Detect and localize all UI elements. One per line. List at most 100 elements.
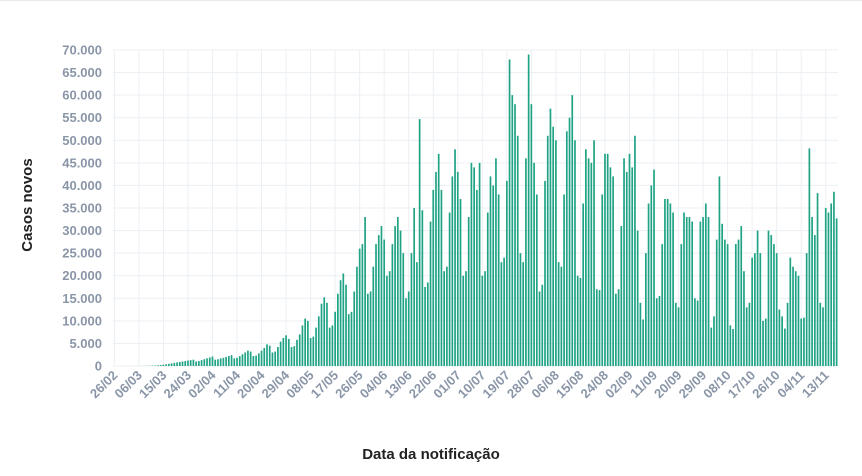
bar xyxy=(762,320,764,366)
bar xyxy=(347,314,350,366)
bar xyxy=(467,217,470,366)
bar xyxy=(287,338,290,366)
bar xyxy=(405,298,407,366)
bar xyxy=(715,239,718,366)
x-tick-label: 29/09 xyxy=(676,368,710,402)
bar xyxy=(674,302,677,366)
bar xyxy=(353,291,356,366)
bar xyxy=(631,167,634,366)
bar xyxy=(745,307,748,366)
bar xyxy=(789,257,792,366)
bar xyxy=(219,358,222,366)
bar xyxy=(694,298,696,366)
bar xyxy=(503,257,505,366)
bar xyxy=(391,244,394,366)
bar xyxy=(664,198,666,366)
bar xyxy=(655,298,658,366)
bar xyxy=(470,162,473,366)
bar xyxy=(257,353,260,366)
bar xyxy=(805,253,808,366)
y-tick-label: 30.000 xyxy=(62,223,102,238)
bar xyxy=(642,319,644,366)
bar xyxy=(331,325,334,366)
bar xyxy=(680,244,683,366)
x-tick-label: 17/05 xyxy=(308,368,342,402)
bar xyxy=(609,167,612,366)
bar xyxy=(647,203,650,366)
bar xyxy=(612,176,614,366)
bar xyxy=(729,325,732,366)
bar xyxy=(519,253,522,366)
bar xyxy=(435,171,437,366)
bar xyxy=(661,244,664,366)
bar xyxy=(454,149,456,366)
bar xyxy=(247,350,249,366)
x-tick-label: 26/02 xyxy=(87,368,121,402)
y-tick-label: 40.000 xyxy=(62,178,102,193)
x-tick-label: 26/05 xyxy=(332,368,366,402)
bar xyxy=(489,176,492,366)
bar xyxy=(522,262,525,366)
bar xyxy=(713,316,715,366)
bar xyxy=(189,360,192,366)
bar xyxy=(446,266,448,366)
bar xyxy=(244,352,247,366)
bar xyxy=(198,361,200,366)
bar xyxy=(696,300,699,366)
y-tick-label: 70.000 xyxy=(62,43,102,58)
bar xyxy=(399,230,402,366)
bar xyxy=(486,212,489,366)
bar xyxy=(375,244,377,366)
bar xyxy=(481,275,484,366)
bar xyxy=(710,327,713,366)
x-tick-label: 24/08 xyxy=(577,368,611,402)
x-tick-label: 19/07 xyxy=(479,368,513,402)
bar xyxy=(737,239,740,366)
bar xyxy=(282,338,285,366)
bar xyxy=(192,359,195,366)
bar xyxy=(476,189,478,366)
bar xyxy=(672,212,674,366)
bar xyxy=(585,149,587,366)
y-tick-label: 5.000 xyxy=(69,336,102,351)
bar xyxy=(732,328,734,366)
bar xyxy=(677,307,680,366)
x-tick-label: 22/06 xyxy=(406,368,440,402)
bar xyxy=(260,350,263,366)
bar xyxy=(525,158,527,366)
x-tick-label: 13/11 xyxy=(799,368,832,401)
bar xyxy=(506,180,508,366)
bar xyxy=(345,284,347,366)
x-tick-label: 26/10 xyxy=(749,368,783,402)
bar xyxy=(751,257,753,366)
bar xyxy=(225,356,227,366)
bar xyxy=(377,235,380,366)
bar xyxy=(478,162,481,366)
x-tick-label: 04/06 xyxy=(357,368,391,402)
y-axis-ticks: 0 5.000 10.000 15.000 20.000 25.000 30.000 35.0… xyxy=(62,43,102,374)
bar xyxy=(830,203,833,366)
bar xyxy=(833,191,835,366)
bar xyxy=(764,318,767,366)
y-tick-label: 45.000 xyxy=(62,155,102,170)
bar xyxy=(549,108,552,366)
bar xyxy=(396,217,399,366)
bar xyxy=(593,140,595,366)
bar xyxy=(328,327,331,366)
bar xyxy=(459,198,462,366)
bar xyxy=(159,365,162,366)
bar xyxy=(200,360,203,366)
bar xyxy=(255,355,257,366)
bar xyxy=(367,293,369,366)
bar xyxy=(168,363,170,366)
bar xyxy=(552,126,555,367)
gridlines xyxy=(113,49,838,367)
bar xyxy=(230,355,233,366)
bar xyxy=(296,339,298,366)
bar xyxy=(803,317,805,366)
bar xyxy=(824,208,827,366)
bar xyxy=(492,185,495,366)
bar xyxy=(743,271,745,366)
y-tick-label: 10.000 xyxy=(62,313,102,328)
bar xyxy=(792,266,794,366)
